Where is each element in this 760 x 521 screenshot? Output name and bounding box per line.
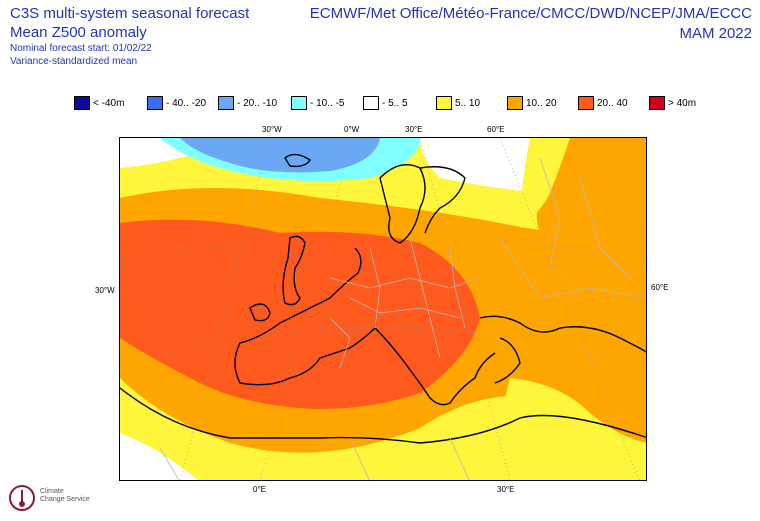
legend-item: 5.. 10 bbox=[436, 95, 480, 111]
legend-item: - 5.. 5 bbox=[363, 95, 408, 111]
borders bbox=[159, 157, 646, 480]
logo-text: Climate Change Service bbox=[40, 488, 100, 504]
legend-swatch bbox=[578, 96, 594, 110]
legend-label: 5.. 10 bbox=[455, 97, 481, 109]
forecast-start: Nominal forecast start: 01/02/22 bbox=[10, 43, 152, 54]
chart-subtitle: Mean Z500 anomaly bbox=[10, 24, 147, 41]
legend-label: - 5.. 5 bbox=[382, 97, 408, 109]
axis-left-label: 30°W bbox=[95, 286, 115, 295]
axis-top-label: 30°W bbox=[262, 125, 282, 134]
legend-item: < -40m bbox=[74, 95, 124, 111]
logo-ring-icon bbox=[9, 485, 35, 511]
band-5-10-ne bbox=[520, 138, 570, 228]
legend-item: 20.. 40 bbox=[578, 95, 628, 111]
centres-list: ECMWF/Met Office/Météo-France/CMCC/DWD/N… bbox=[309, 5, 752, 22]
chart-title: C3S multi-system seasonal forecast bbox=[10, 5, 250, 22]
legend-swatch bbox=[363, 96, 379, 110]
legend-label: < -40m bbox=[93, 97, 125, 109]
legend-swatch bbox=[649, 96, 665, 110]
legend-item: 10.. 20 bbox=[507, 95, 557, 111]
legend-label: - 10.. -5 bbox=[310, 97, 345, 109]
graticule bbox=[120, 138, 646, 480]
legend-label: - 20.. -10 bbox=[237, 97, 278, 109]
axis-top-label: 0°W bbox=[344, 125, 360, 134]
legend-item: - 20.. -10 bbox=[218, 95, 277, 111]
band-neutral-sw bbox=[120, 433, 198, 480]
method-note: Variance-standardized mean bbox=[10, 56, 138, 67]
legend-swatch bbox=[507, 96, 523, 110]
source-block: ECMWF/Met Office/Météo-France/CMCC/DWD/N… bbox=[310, 4, 752, 44]
legend-item: - 10.. -5 bbox=[291, 95, 344, 111]
season-label: MAM 2022 bbox=[679, 25, 752, 42]
title-block: C3S multi-system seasonal forecast Mean … bbox=[10, 4, 249, 68]
axis-top-label: 30°E bbox=[405, 125, 423, 134]
legend-item: > 40m bbox=[649, 95, 696, 111]
band-minus10-20 bbox=[180, 138, 380, 173]
axis-right-label: 60°E bbox=[651, 283, 669, 292]
legend-swatch bbox=[74, 96, 90, 110]
legend-item: - 40.. -20 bbox=[147, 95, 206, 111]
legend-swatch bbox=[218, 96, 234, 110]
axis-bottom-label: 30°E bbox=[497, 485, 515, 494]
anomaly-map bbox=[119, 137, 647, 481]
legend-label: - 40.. -20 bbox=[166, 97, 207, 109]
legend-label: > 40m bbox=[668, 97, 697, 109]
legend-swatch bbox=[147, 96, 163, 110]
band-10-20-ne bbox=[536, 138, 646, 242]
legend-label: 10.. 20 bbox=[526, 97, 557, 109]
coastlines bbox=[120, 153, 646, 444]
axis-top-label: 60°E bbox=[487, 125, 505, 134]
legend-swatch bbox=[291, 96, 307, 110]
band-5-10-se bbox=[497, 378, 646, 480]
logo-line1: Climate bbox=[40, 488, 64, 495]
legend-swatch bbox=[436, 96, 452, 110]
band-20-40 bbox=[120, 219, 480, 409]
legend-label: 20.. 40 bbox=[597, 97, 628, 109]
band-neutral-n bbox=[420, 138, 550, 193]
c3s-logo bbox=[9, 485, 35, 511]
axis-bottom-label: 0°E bbox=[253, 485, 266, 494]
logo-line2: Change Service bbox=[40, 496, 90, 503]
